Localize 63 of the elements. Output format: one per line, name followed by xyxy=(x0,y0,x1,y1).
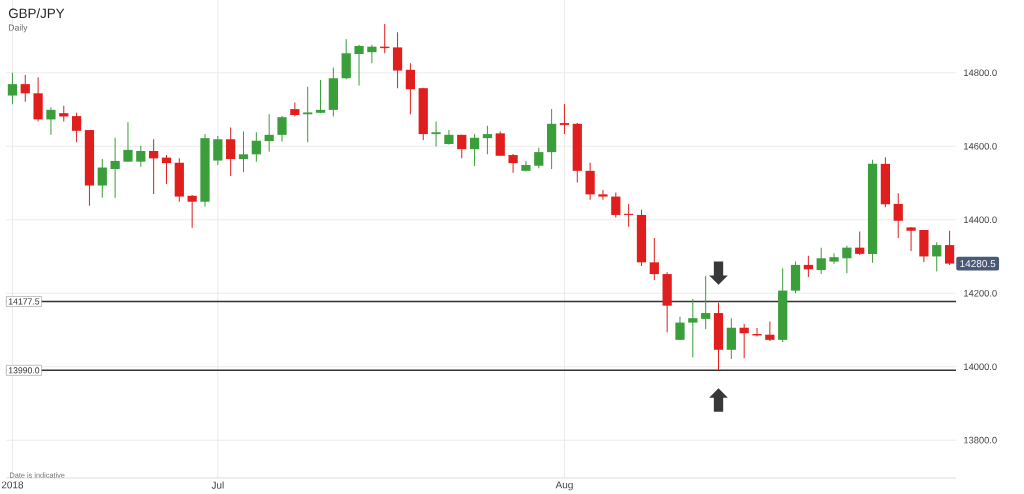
candlestick xyxy=(123,121,133,163)
candlestick xyxy=(149,138,159,195)
candlestick xyxy=(20,74,30,103)
candlestick xyxy=(354,44,364,87)
candlestick xyxy=(521,160,531,173)
candlestick xyxy=(624,203,634,228)
candlestick xyxy=(136,145,146,168)
y-tick-label: 14800.0 xyxy=(964,69,997,77)
candlestick xyxy=(290,102,300,117)
candlestick xyxy=(649,237,659,281)
candlestick xyxy=(7,72,18,105)
candlestick xyxy=(315,79,326,114)
text: Daily xyxy=(8,24,28,33)
candlestick xyxy=(829,252,839,265)
y-tick-label: 13800.0 xyxy=(964,436,997,444)
y-tick-label: 14200.0 xyxy=(964,289,997,297)
candlestick xyxy=(97,158,107,199)
candlestick xyxy=(482,125,493,155)
candlestick xyxy=(944,230,955,266)
candlestick xyxy=(611,192,621,219)
candlestick xyxy=(893,192,903,239)
candlestick xyxy=(559,103,570,135)
candlestick xyxy=(46,106,56,136)
candlestick xyxy=(675,316,685,341)
x-tick-label: Jul xyxy=(211,481,224,489)
candlestick xyxy=(688,298,698,358)
x-tick-label: Aug xyxy=(555,481,573,491)
candlestick xyxy=(855,230,865,256)
candlestick xyxy=(71,112,82,143)
x-tick-label: 2018 xyxy=(1,481,24,489)
candlestick xyxy=(701,275,711,330)
candlestick xyxy=(392,31,403,89)
candlestick xyxy=(842,245,852,274)
candlestick xyxy=(726,317,736,360)
y-tick-label: 14000.0 xyxy=(964,363,997,370)
candlestick xyxy=(238,131,249,173)
candlestick xyxy=(431,121,441,148)
candlestick xyxy=(367,44,377,64)
candlestick xyxy=(277,115,287,142)
candlestick xyxy=(816,247,826,275)
candlestick xyxy=(495,131,505,157)
annotation: 14280.5 xyxy=(960,260,996,268)
chart-title: GBP/JPY xyxy=(8,8,65,19)
candlestick xyxy=(226,126,236,177)
candlestick xyxy=(906,226,916,252)
candlestick xyxy=(765,320,775,342)
candlestick xyxy=(508,153,518,174)
y-tick-label: 14400.0 xyxy=(964,216,997,224)
ref-line-label: 13990.0 xyxy=(8,367,40,374)
candlestick xyxy=(110,137,120,199)
candlestick xyxy=(303,86,313,143)
y-tick-label: 14600.0 xyxy=(964,142,997,150)
candlestick xyxy=(469,133,480,167)
candlestick xyxy=(534,147,544,169)
candlestick xyxy=(187,194,197,229)
candlestick xyxy=(405,62,416,115)
candlestick xyxy=(932,241,942,273)
candlestick xyxy=(264,113,274,153)
candlestick xyxy=(598,189,608,201)
candlestick xyxy=(251,131,261,163)
ref-line-label: 14177.5 xyxy=(8,298,40,305)
candlestick xyxy=(213,135,223,166)
candlestick xyxy=(585,162,595,201)
